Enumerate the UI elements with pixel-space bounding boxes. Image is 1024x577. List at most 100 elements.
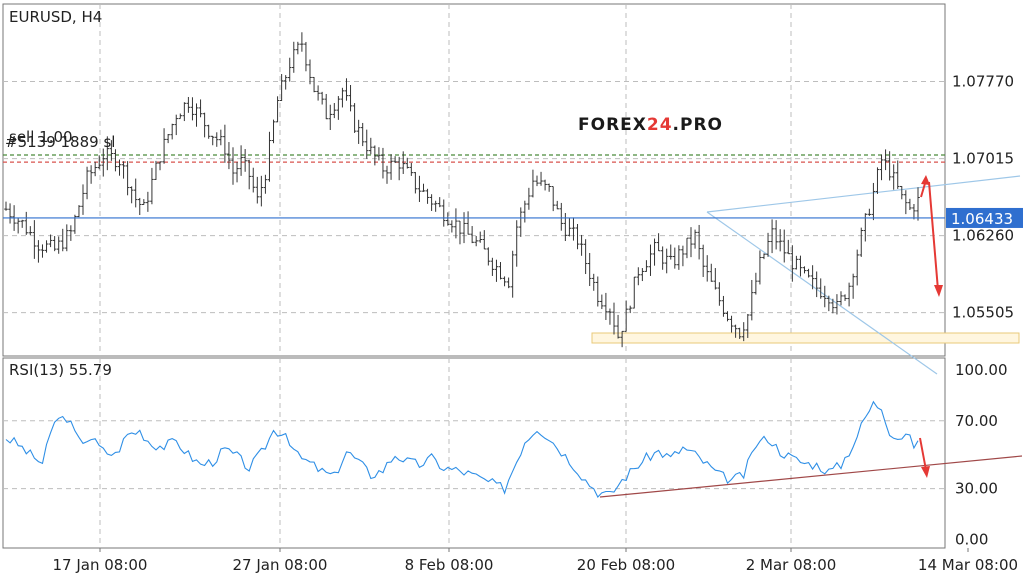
candle: [125, 161, 130, 196]
candle: [535, 175, 539, 187]
order-label-sell: sell 1.00: [9, 128, 73, 146]
candle: [446, 212, 450, 226]
price-tick-label: 1.05505: [952, 304, 1014, 322]
candle: [162, 128, 166, 164]
time-tick-label: 20 Feb 08:00: [577, 556, 675, 574]
candle: [20, 219, 25, 228]
trend-channel-lines: [706, 175, 1021, 375]
candle: [745, 313, 750, 338]
chart-title: EURUSD, H4: [9, 8, 102, 26]
candle: [510, 250, 515, 298]
candle: [470, 226, 474, 244]
candle: [827, 295, 831, 312]
candle: [287, 57, 292, 82]
candle: [806, 268, 811, 278]
rsi-tick-label: 70.00: [955, 412, 998, 430]
price-axis-labels: 1.07770 1.07015 1.06260 1.05505: [952, 73, 1014, 322]
candle: [600, 294, 604, 310]
candle: [352, 103, 357, 133]
candle: [579, 234, 584, 256]
candle: [227, 142, 231, 170]
candle: [4, 201, 8, 211]
candle: [356, 119, 361, 144]
candle: [802, 266, 807, 274]
candle: [267, 131, 272, 182]
candle: [316, 85, 320, 101]
candle: [129, 186, 134, 204]
candle: [620, 330, 624, 348]
candle: [523, 200, 527, 223]
rsi-series-line: [5, 400, 919, 498]
candle: [214, 132, 219, 147]
candle: [154, 160, 158, 180]
candle: [721, 295, 726, 317]
candle: [158, 161, 162, 171]
candle: [182, 102, 187, 122]
forecast-arrow-rsi: [919, 437, 930, 478]
candle: [916, 187, 920, 221]
candles: [4, 32, 920, 348]
candle: [24, 211, 29, 235]
candle: [879, 154, 884, 181]
candle: [44, 240, 49, 253]
candle: [385, 165, 389, 184]
candle: [332, 103, 337, 119]
rsi-panel-frame: [2, 357, 946, 549]
candle: [648, 244, 653, 276]
candle: [32, 220, 37, 259]
candle: [466, 211, 470, 235]
candle: [48, 234, 53, 248]
candle: [409, 162, 414, 176]
rsi-tick-label: 30.00: [955, 480, 998, 498]
candle: [778, 229, 782, 252]
candle: [263, 174, 268, 194]
candle: [729, 315, 734, 333]
candle: [474, 235, 478, 247]
candle: [186, 96, 191, 113]
candle: [360, 122, 365, 147]
candle: [462, 212, 466, 244]
candle: [567, 218, 572, 237]
candle: [895, 160, 900, 189]
candle: [482, 230, 487, 250]
candle: [664, 248, 669, 274]
candle: [137, 197, 142, 216]
candle: [847, 282, 851, 307]
candle: [571, 217, 576, 241]
rsi-line: [5, 400, 919, 498]
forecast-arrow-price: [920, 175, 943, 297]
candle: [794, 255, 799, 270]
candle: [89, 165, 93, 184]
candle: [713, 268, 718, 290]
candle: [750, 279, 754, 321]
rsi-grid: [3, 420, 945, 490]
candle: [814, 271, 819, 298]
candle: [790, 245, 795, 282]
time-tick-label: 17 Jan 08:00: [53, 556, 148, 574]
candle: [291, 41, 296, 73]
candle: [673, 247, 677, 269]
candle: [668, 244, 673, 260]
candle: [437, 197, 442, 208]
candle: [401, 151, 406, 174]
candle: [279, 74, 284, 101]
candle: [891, 164, 896, 190]
candle: [563, 212, 568, 242]
candle: [178, 113, 183, 120]
candle: [381, 147, 385, 179]
candle: [369, 137, 373, 155]
candle: [300, 32, 304, 52]
candle: [677, 245, 681, 270]
candle: [701, 244, 705, 277]
candle: [697, 224, 701, 260]
candle: [547, 183, 551, 192]
candle: [636, 267, 641, 286]
candle: [762, 253, 766, 260]
candle: [454, 208, 458, 239]
candle: [389, 154, 393, 180]
candle: [758, 250, 762, 285]
candle: [170, 123, 174, 140]
candle: [219, 129, 223, 146]
candle: [52, 236, 57, 252]
candle: [85, 166, 89, 200]
